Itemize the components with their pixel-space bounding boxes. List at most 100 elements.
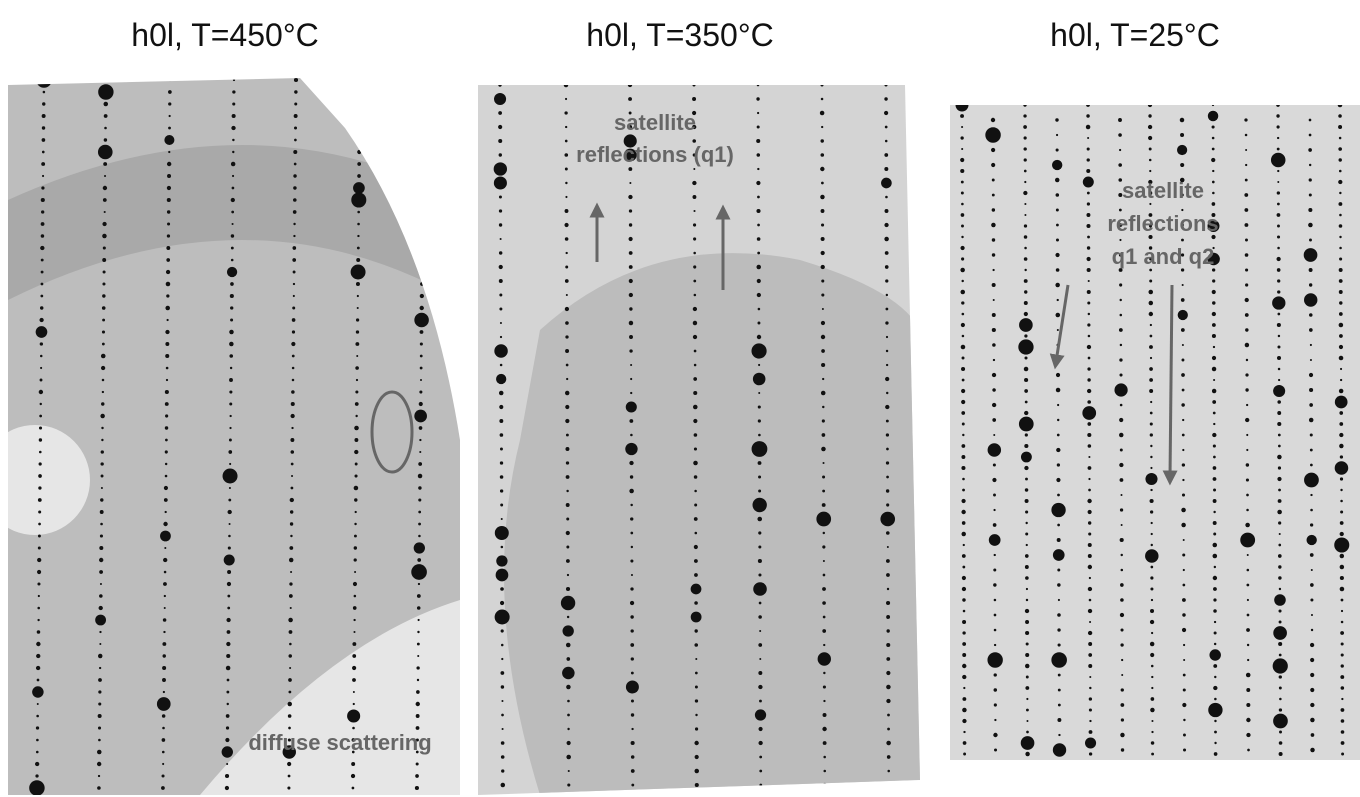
reflection [1119,149,1121,151]
reflection [994,629,997,632]
reflection [1181,508,1186,513]
reflection [99,643,101,645]
reflection [631,574,633,576]
reflection [1213,609,1217,613]
reflection [1341,664,1344,667]
reflection [104,78,108,82]
reflection [694,545,698,549]
reflection [566,643,571,648]
reflection [881,178,892,189]
reflection [1150,576,1153,579]
reflection [168,90,172,94]
reflection [161,786,165,790]
reflection [231,259,234,262]
reflection [1025,653,1029,657]
reflection [757,168,759,170]
reflection [1310,718,1314,722]
reflection [886,350,888,352]
reflection [759,756,762,759]
reflection [418,498,421,501]
reflection [41,222,45,226]
reflection [95,615,106,626]
reflection [167,186,171,190]
reflection [1056,373,1060,377]
reflection [354,438,358,442]
reflection [1151,599,1153,601]
reflection [36,726,39,729]
reflection [1341,730,1345,734]
reflection [992,238,995,241]
reflection [1026,599,1028,601]
reflection [759,700,762,703]
reflection [757,252,760,255]
reflection [961,148,963,150]
reflection [886,461,889,464]
reflection [1311,629,1313,631]
reflection [101,427,103,429]
reflection [1087,389,1091,393]
reflection [103,186,107,190]
reflection [756,265,760,269]
reflection [104,102,109,107]
reflection [886,294,888,296]
reflection [166,258,170,262]
reflection [961,203,964,206]
reflection [1246,434,1248,436]
reflection [1024,257,1028,261]
reflection [992,313,996,317]
reflection [1024,214,1026,216]
reflection [162,714,166,718]
reflection [293,235,295,237]
reflection [1208,111,1218,121]
reflection [961,466,965,470]
reflection [232,139,234,141]
reflection [1088,642,1092,646]
reflection [499,195,502,198]
reflection [163,522,167,526]
reflection [100,534,103,537]
reflection [356,318,359,321]
reflection [355,402,359,406]
reflection [1214,752,1218,756]
reflection [1211,158,1215,162]
reflection [962,357,965,360]
reflection [1310,673,1314,677]
reflection [1150,609,1154,613]
reflection [629,461,633,465]
reflection [564,83,568,87]
reflection [694,573,698,577]
reflection [229,378,233,382]
reflection [1088,609,1092,613]
reflection [421,174,425,178]
reflection [1052,160,1062,170]
reflection [1245,298,1249,302]
reflection [101,402,104,405]
reflection [694,504,697,507]
reflection [1340,477,1343,480]
reflection [629,182,631,184]
reflection [1121,718,1124,721]
reflection [101,487,103,489]
reflection [1025,620,1029,624]
reflection [1057,524,1060,527]
reflection [1212,323,1216,327]
reflection [351,774,355,778]
reflection [994,644,996,646]
reflection [695,532,698,535]
reflection [1178,310,1188,320]
reflection [355,415,357,417]
reflection [1087,367,1090,370]
reflection [961,236,963,238]
reflection [353,631,355,633]
reflection [231,247,234,250]
reflection [1310,433,1313,436]
reflection [1278,565,1281,568]
reflection [695,783,699,787]
reflection [1339,214,1342,217]
reflection [1212,389,1216,393]
reflection [1245,164,1247,166]
reflection [227,267,237,277]
reflection [1182,703,1186,707]
reflection [40,379,43,382]
reflection [885,279,888,282]
